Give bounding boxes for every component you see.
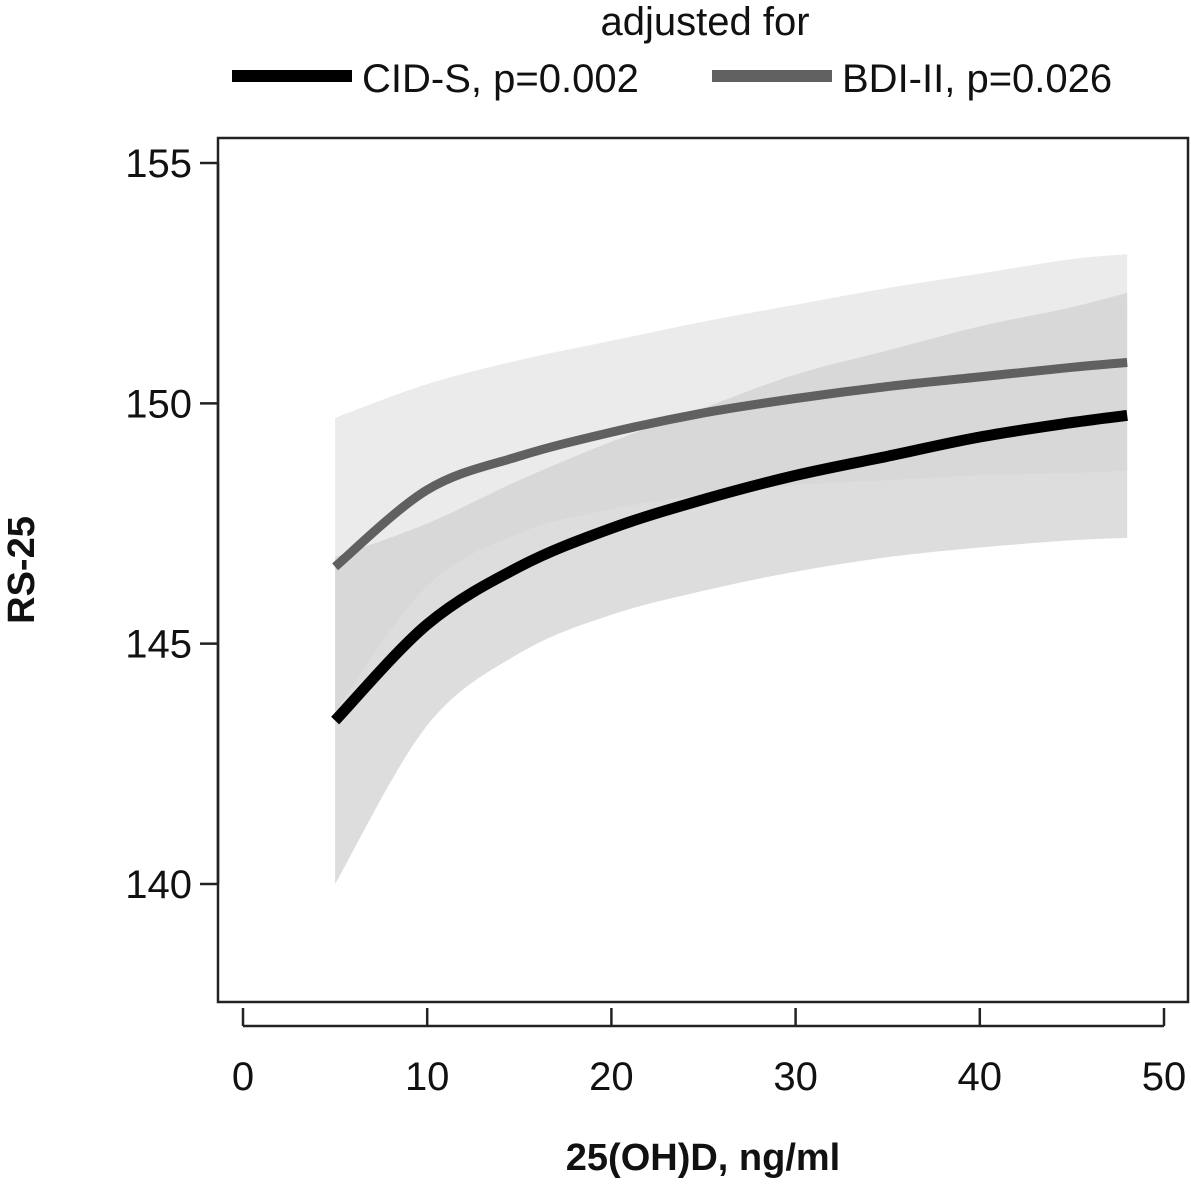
confidence-bands [335, 254, 1128, 884]
legend: adjusted for CID-S, p=0.002 BDI-II, p=0.0… [232, 0, 1112, 101]
series-line-cid-s [331, 409, 1128, 725]
y-axis-title: RS-25 [1, 516, 43, 624]
y-tick-label: 145 [125, 623, 192, 667]
y-tick-label: 140 [125, 863, 192, 907]
x-axis-title: 25(OH)D, ng/ml [566, 1137, 840, 1179]
series-lines [331, 358, 1128, 725]
x-axis: 0 10 20 30 40 50 [232, 1008, 1186, 1099]
x-tick-label: 30 [773, 1055, 818, 1099]
x-tick-label: 50 [1142, 1055, 1187, 1099]
x-tick-label: 10 [405, 1055, 450, 1099]
legend-label-cid-s: CID-S, p=0.002 [362, 57, 639, 101]
series-line-bdi-ii [332, 358, 1128, 571]
x-tick-label: 40 [958, 1055, 1003, 1099]
y-axis: 140 145 150 155 [125, 142, 220, 907]
legend-label-bdi-ii: BDI-II, p=0.026 [842, 57, 1112, 101]
ci-band-cid-s [335, 292, 1128, 884]
y-tick-label: 150 [125, 382, 192, 426]
y-tick-label: 155 [125, 142, 192, 186]
legend-title: adjusted for [600, 0, 809, 44]
x-tick-label: 0 [232, 1055, 254, 1099]
x-tick-label: 20 [589, 1055, 634, 1099]
